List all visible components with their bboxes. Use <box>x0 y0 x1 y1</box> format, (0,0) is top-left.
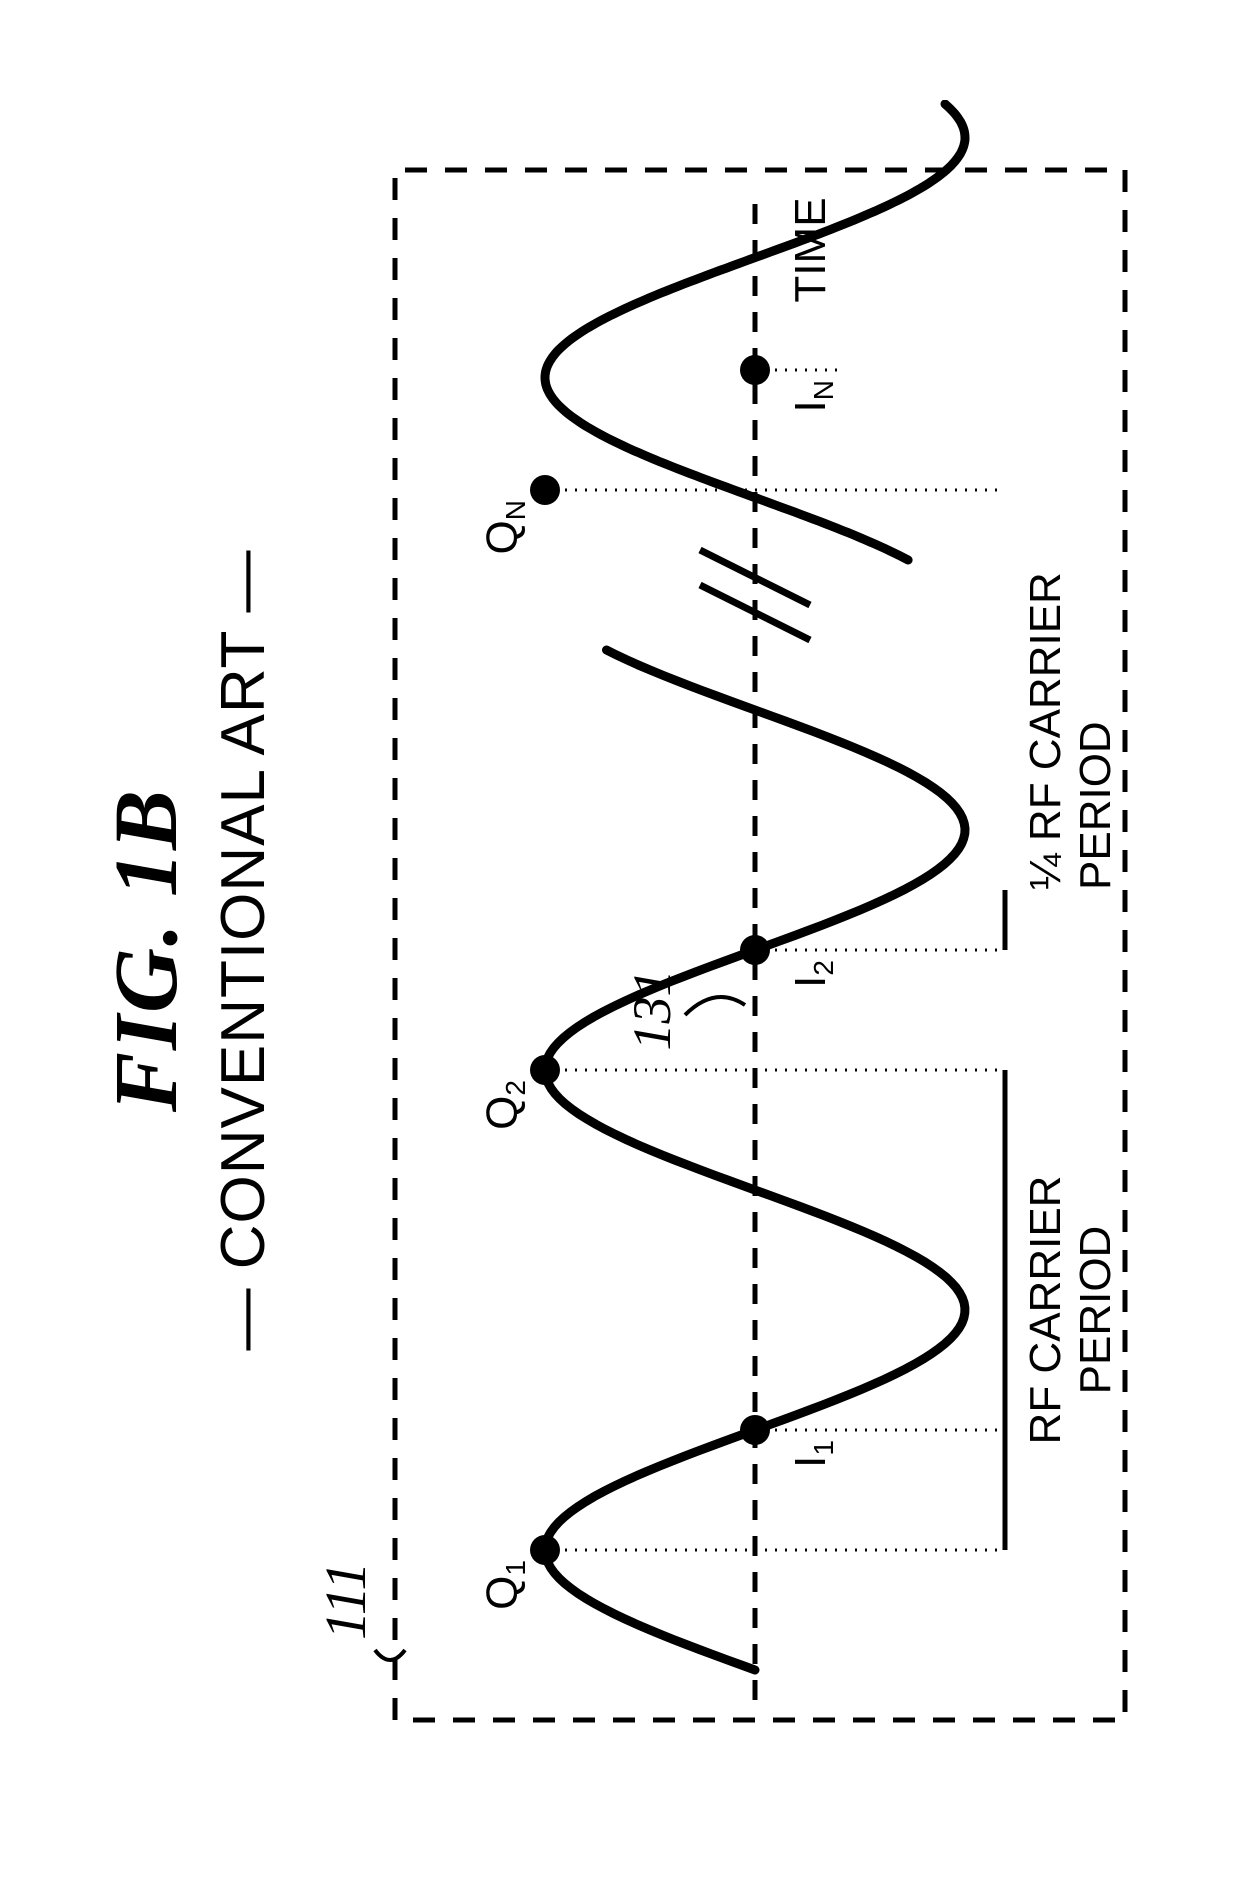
ref-111-leader <box>375 1650 405 1660</box>
sample-dot-Q1 <box>530 1535 560 1565</box>
sample-label-IN: IN <box>786 380 839 412</box>
sample-label-I2: I2 <box>786 960 839 988</box>
rotated-wrapper: FIG. 1B — CONVENTIONAL ART — 111TIMEQ1I1… <box>55 100 1195 1800</box>
figure-svg: 111TIMEQ1I1Q2I2QNIN131RF CARRIERPERIOD¼ … <box>95 100 1195 1800</box>
page: FIG. 1B — CONVENTIONAL ART — 111TIMEQ1I1… <box>0 0 1249 1899</box>
ref-131: 131 <box>622 969 682 1050</box>
sample-label-Q2: Q2 <box>478 1080 531 1130</box>
time-axis-label: TIME <box>786 197 835 302</box>
sample-dot-QN <box>530 475 560 505</box>
sample-dot-Q2 <box>530 1055 560 1085</box>
figure-canvas: FIG. 1B — CONVENTIONAL ART — 111TIMEQ1I1… <box>95 100 1195 1800</box>
ref-111: 111 <box>313 1561 378 1639</box>
sample-label-Q1: Q1 <box>478 1560 531 1610</box>
ref-131-leader <box>685 997 745 1015</box>
rf-period-label-2: PERIOD <box>1071 1225 1120 1394</box>
quarter-period-label-1: ¼ RF CARRIER <box>1021 572 1070 890</box>
sample-label-QN: QN <box>478 500 531 554</box>
sample-label-I1: I1 <box>786 1440 839 1468</box>
quarter-period-label-2: PERIOD <box>1071 721 1120 890</box>
sample-dot-IN <box>740 355 770 385</box>
rf-period-label-1: RF CARRIER <box>1021 1175 1070 1444</box>
